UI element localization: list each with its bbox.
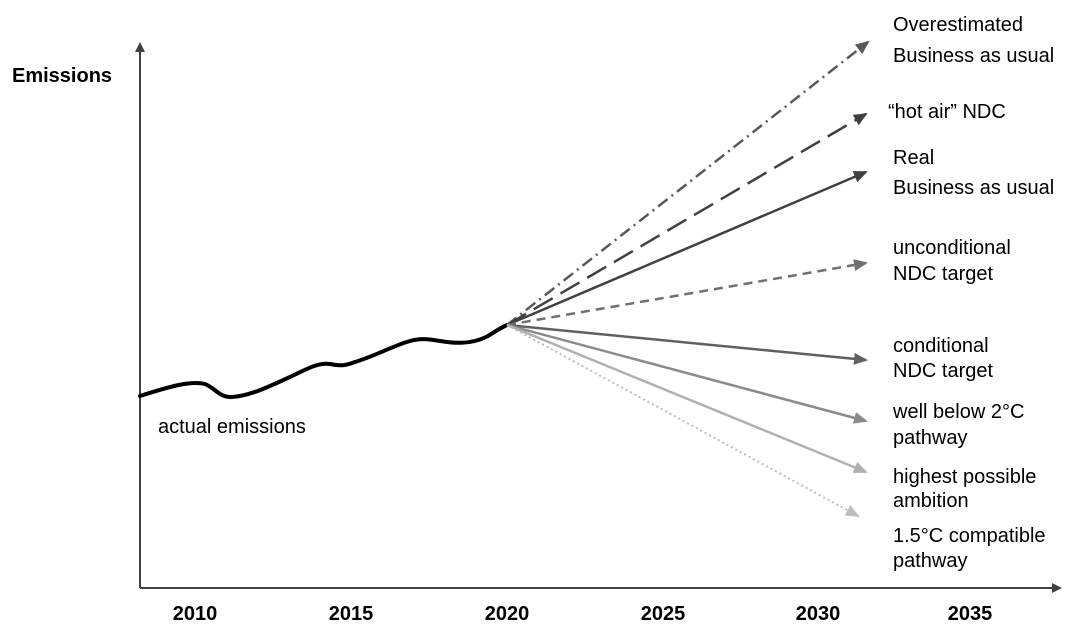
scenario-line-unconditional-ndc (506, 259, 868, 327)
label-hot-air-ndc-line1: “hot air” NDC (888, 101, 1006, 123)
label-real-bau-line2: Business as usual (893, 177, 1054, 199)
label-real-bau-line1: Real (893, 147, 934, 169)
x-tick-2025: 2025 (641, 603, 686, 625)
actual-emissions-label: actual emissions (158, 416, 306, 438)
x-tick-2010: 2010 (173, 603, 218, 625)
label-highest-ambition-line2: ambition (893, 490, 969, 512)
label-one-point-five-c: 1.5°C compatible pathway (893, 525, 1051, 572)
scenario-lines (506, 40, 870, 517)
y-axis-label: Emissions (12, 65, 112, 87)
scenario-line-hot-air-ndc (506, 112, 868, 327)
label-unconditional-ndc-line1: unconditional (893, 237, 1011, 259)
label-highest-ambition-line1: highest possible (893, 466, 1036, 488)
x-tick-2015: 2015 (329, 603, 374, 625)
x-tick-2035: 2035 (948, 603, 993, 625)
scenario-labels: Overestimated Business as usual “hot air… (888, 14, 1054, 572)
label-one-point-five-c-line2: pathway (893, 550, 968, 572)
label-well-below-2c-line1: well below 2°C (892, 401, 1024, 423)
label-conditional-ndc-line2: NDC target (893, 360, 993, 382)
label-unconditional-ndc-line2: NDC target (893, 263, 993, 285)
actual-emissions-line (138, 323, 509, 400)
label-well-below-2c: well below 2°C pathway (892, 401, 1030, 449)
label-conditional-ndc-line1: conditional (893, 335, 989, 357)
label-well-below-2c-line2: pathway (893, 427, 968, 449)
x-axis-ticks: 2010 2015 2020 2025 2030 2035 (173, 603, 993, 625)
label-unconditional-ndc: unconditional NDC target (893, 237, 1016, 285)
label-highest-ambition: highest possible ambition (893, 466, 1042, 512)
scenario-line-overestimated-bau (506, 40, 870, 326)
x-tick-2030: 2030 (796, 603, 841, 625)
x-tick-2020: 2020 (485, 603, 530, 625)
label-conditional-ndc: conditional NDC target (893, 335, 994, 382)
scenario-line-well-below-2c (506, 323, 868, 424)
label-one-point-five-c-line1: 1.5°C compatible (893, 525, 1046, 547)
scenario-line-highest-ambition (506, 323, 868, 474)
scenario-line-conditional-ndc (506, 323, 868, 365)
label-hot-air-ndc: “hot air” NDC (888, 101, 1006, 123)
scenario-line-real-bau (506, 170, 868, 327)
label-overestimated-bau: Overestimated Business as usual (893, 14, 1054, 67)
label-overestimated-bau-line2: Business as usual (893, 45, 1054, 67)
label-real-bau: Real Business as usual (893, 147, 1054, 199)
label-overestimated-bau-line1: Overestimated (893, 14, 1023, 36)
scenario-line-one-point-five-c (506, 324, 860, 517)
